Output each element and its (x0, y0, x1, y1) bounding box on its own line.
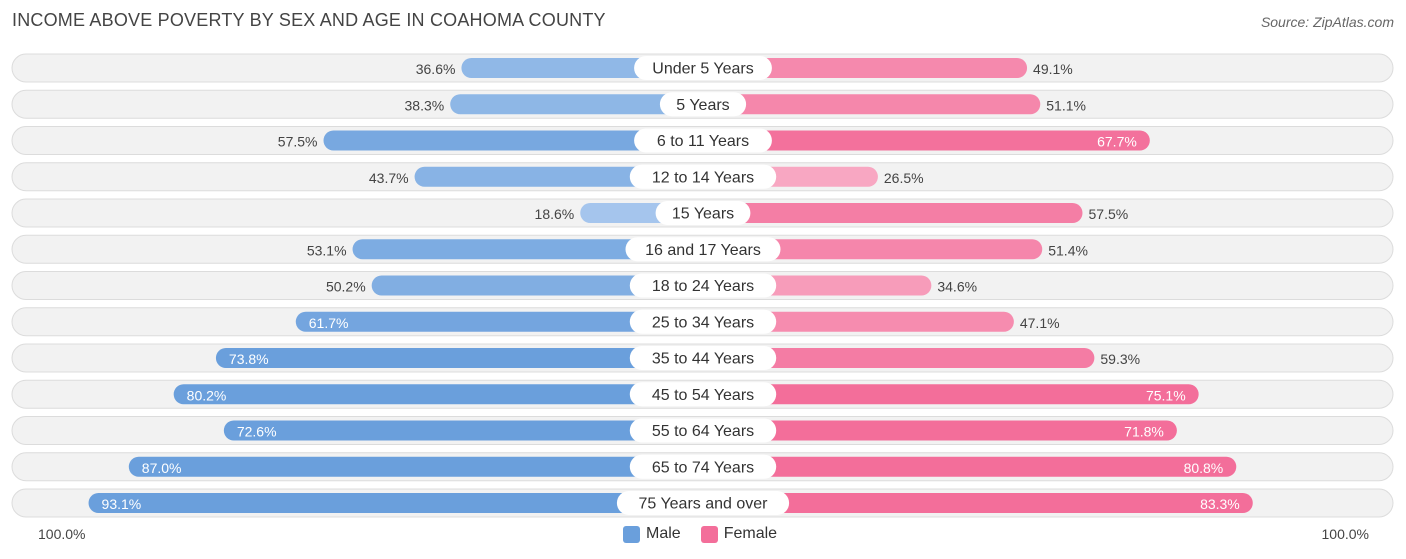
female-bar (703, 384, 1199, 405)
female-value-label: 26.5% (884, 170, 924, 186)
female-bar (703, 203, 1083, 223)
female-bar (703, 130, 1150, 151)
category-label-bg (629, 346, 777, 370)
category-label: 16 and 17 Years (645, 242, 761, 259)
bar-row: 93.1% 83.3% 75 Years and over (11, 488, 1394, 518)
category-label: 18 to 24 Years (652, 278, 754, 295)
axis-left-label: 100.0% (38, 526, 86, 542)
source-label: Source: ZipAtlas.com (1260, 14, 1394, 30)
chart-area: 36.6% 49.1% Under 5 Years 38.3% 51.1% 5 Years… (11, 53, 1394, 518)
male-bar (128, 456, 704, 477)
category-label: 5 Years (676, 97, 729, 114)
bar-row: 57.5% 67.7% 6 to 11 Years (11, 126, 1394, 155)
male-value-label: 57.5% (278, 134, 318, 150)
female-value-label: 59.3% (1100, 351, 1140, 367)
male-value-label: 80.2% (187, 387, 227, 403)
female-bar (703, 239, 1043, 260)
bar-row: 73.8% 59.3% 35 to 44 Years (11, 343, 1394, 373)
male-bar (173, 384, 703, 405)
male-value-label: 18.6% (535, 206, 575, 222)
male-value-label: 72.6% (237, 424, 277, 440)
legend-label-female: Female (723, 525, 778, 542)
category-label-bg (629, 382, 777, 407)
male-bar (323, 130, 703, 151)
female-value-label: 67.7% (1097, 134, 1137, 150)
category-label-bg (629, 309, 777, 334)
female-bar (703, 348, 1095, 368)
female-value-label: 49.1% (1033, 61, 1073, 77)
category-label: 45 to 54 Years (652, 387, 754, 404)
category-label-bg (629, 164, 777, 189)
male-bar (88, 493, 704, 513)
male-value-label: 61.7% (309, 315, 349, 331)
bar-row: 50.2% 34.6% 18 to 24 Years (11, 271, 1394, 300)
female-value-label: 47.1% (1020, 315, 1060, 331)
male-value-label: 38.3% (405, 97, 445, 113)
bar-row: 61.7% 47.1% 25 to 34 Years (11, 307, 1394, 337)
category-label: 12 to 14 Years (652, 169, 754, 186)
category-label: 15 Years (672, 206, 734, 223)
bar-row: 43.7% 26.5% 12 to 14 Years (11, 162, 1394, 192)
female-value-label: 51.1% (1046, 97, 1086, 113)
category-label-bg (625, 237, 781, 262)
female-bar (703, 311, 1014, 332)
female-bar (703, 58, 1028, 78)
legend-item-male: Male (623, 525, 681, 543)
category-label-bg (634, 56, 772, 80)
bar-row: 87.0% 80.8% 65 to 74 Years (11, 452, 1394, 482)
category-label: 25 to 34 Years (652, 314, 754, 331)
legend: Male Female (623, 525, 797, 543)
male-bar (223, 420, 703, 441)
female-value-label: 83.3% (1200, 496, 1240, 512)
male-bar (450, 94, 703, 115)
chart-title: INCOME ABOVE POVERTY BY SEX AND AGE IN C… (12, 10, 606, 30)
category-label-bg (655, 201, 751, 225)
category-label-bg (629, 454, 777, 479)
bar-row: 36.6% 49.1% Under 5 Years (11, 53, 1394, 83)
female-bar (703, 456, 1237, 477)
category-label: 65 to 74 Years (652, 459, 754, 476)
female-value-label: 51.4% (1048, 242, 1088, 258)
male-bar (215, 348, 704, 368)
male-bar (295, 311, 703, 332)
male-value-label: 93.1% (102, 496, 142, 512)
male-value-label: 53.1% (307, 242, 347, 258)
legend-label-male: Male (646, 525, 681, 542)
female-value-label: 80.8% (1184, 460, 1224, 476)
category-label: 6 to 11 Years (657, 133, 749, 150)
legend-swatch-female (700, 525, 718, 543)
female-bar (703, 94, 1041, 115)
female-value-label: 34.6% (937, 279, 977, 295)
male-value-label: 43.7% (369, 170, 409, 186)
category-label-bg (629, 418, 777, 443)
category-label: 35 to 44 Years (652, 351, 754, 368)
legend-swatch-male (623, 525, 640, 543)
male-value-label: 50.2% (326, 279, 366, 295)
legend-item-female: Female (700, 525, 778, 543)
male-bar (352, 239, 703, 260)
male-value-label: 73.8% (229, 351, 269, 367)
male-bar (371, 275, 703, 296)
bar-row: 53.1% 51.4% 16 and 17 Years (11, 234, 1394, 264)
female-bar (703, 420, 1177, 441)
category-label-bg (616, 491, 790, 515)
female-value-label: 57.5% (1089, 206, 1129, 222)
category-label-bg (629, 273, 777, 298)
bar-row: 72.6% 71.8% 55 to 64 Years (11, 416, 1394, 445)
category-label: Under 5 Years (652, 61, 753, 78)
female-value-label: 75.1% (1146, 387, 1186, 403)
category-label: 75 Years and over (639, 496, 769, 513)
axis-right-label: 100.0% (1321, 526, 1369, 542)
category-label: 55 to 64 Years (652, 423, 754, 440)
bar-row: 38.3% 51.1% 5 Years (11, 89, 1394, 119)
male-value-label: 36.6% (416, 61, 456, 77)
female-bar (703, 493, 1253, 513)
category-label-bg (634, 128, 772, 153)
bar-row: 80.2% 75.1% 45 to 54 Years (11, 379, 1394, 409)
category-label-bg (659, 92, 747, 117)
bar-row: 18.6% 57.5% 15 Years (11, 198, 1394, 228)
male-value-label: 87.0% (142, 460, 182, 476)
female-value-label: 71.8% (1124, 424, 1164, 440)
